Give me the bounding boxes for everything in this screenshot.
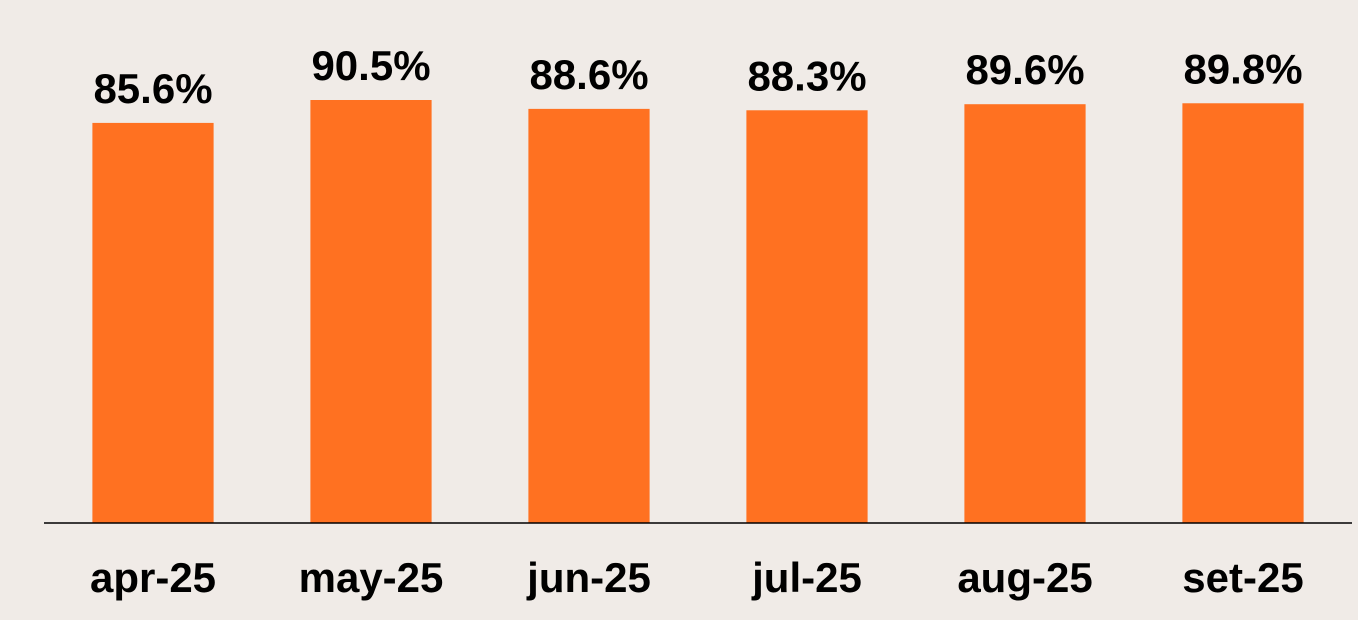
- value-label: 90.5%: [311, 42, 430, 89]
- bar: [1182, 103, 1304, 523]
- bar: [310, 100, 432, 523]
- bar: [964, 104, 1086, 523]
- value-label: 88.6%: [529, 51, 648, 98]
- x-tick-label: apr-25: [90, 554, 216, 601]
- bar: [746, 110, 868, 524]
- x-tick-label: jul-25: [751, 554, 862, 601]
- bar: [528, 108, 650, 523]
- value-label: 85.6%: [93, 65, 212, 112]
- value-label: 88.3%: [747, 52, 866, 99]
- value-label: 89.8%: [1183, 45, 1302, 92]
- bar: [92, 122, 214, 523]
- x-tick-label: aug-25: [957, 554, 1092, 601]
- value-label: 89.6%: [965, 46, 1084, 93]
- x-tick-label: jun-25: [526, 554, 651, 601]
- x-tick-label: set-25: [1182, 554, 1303, 601]
- x-tick-label: may-25: [299, 554, 444, 601]
